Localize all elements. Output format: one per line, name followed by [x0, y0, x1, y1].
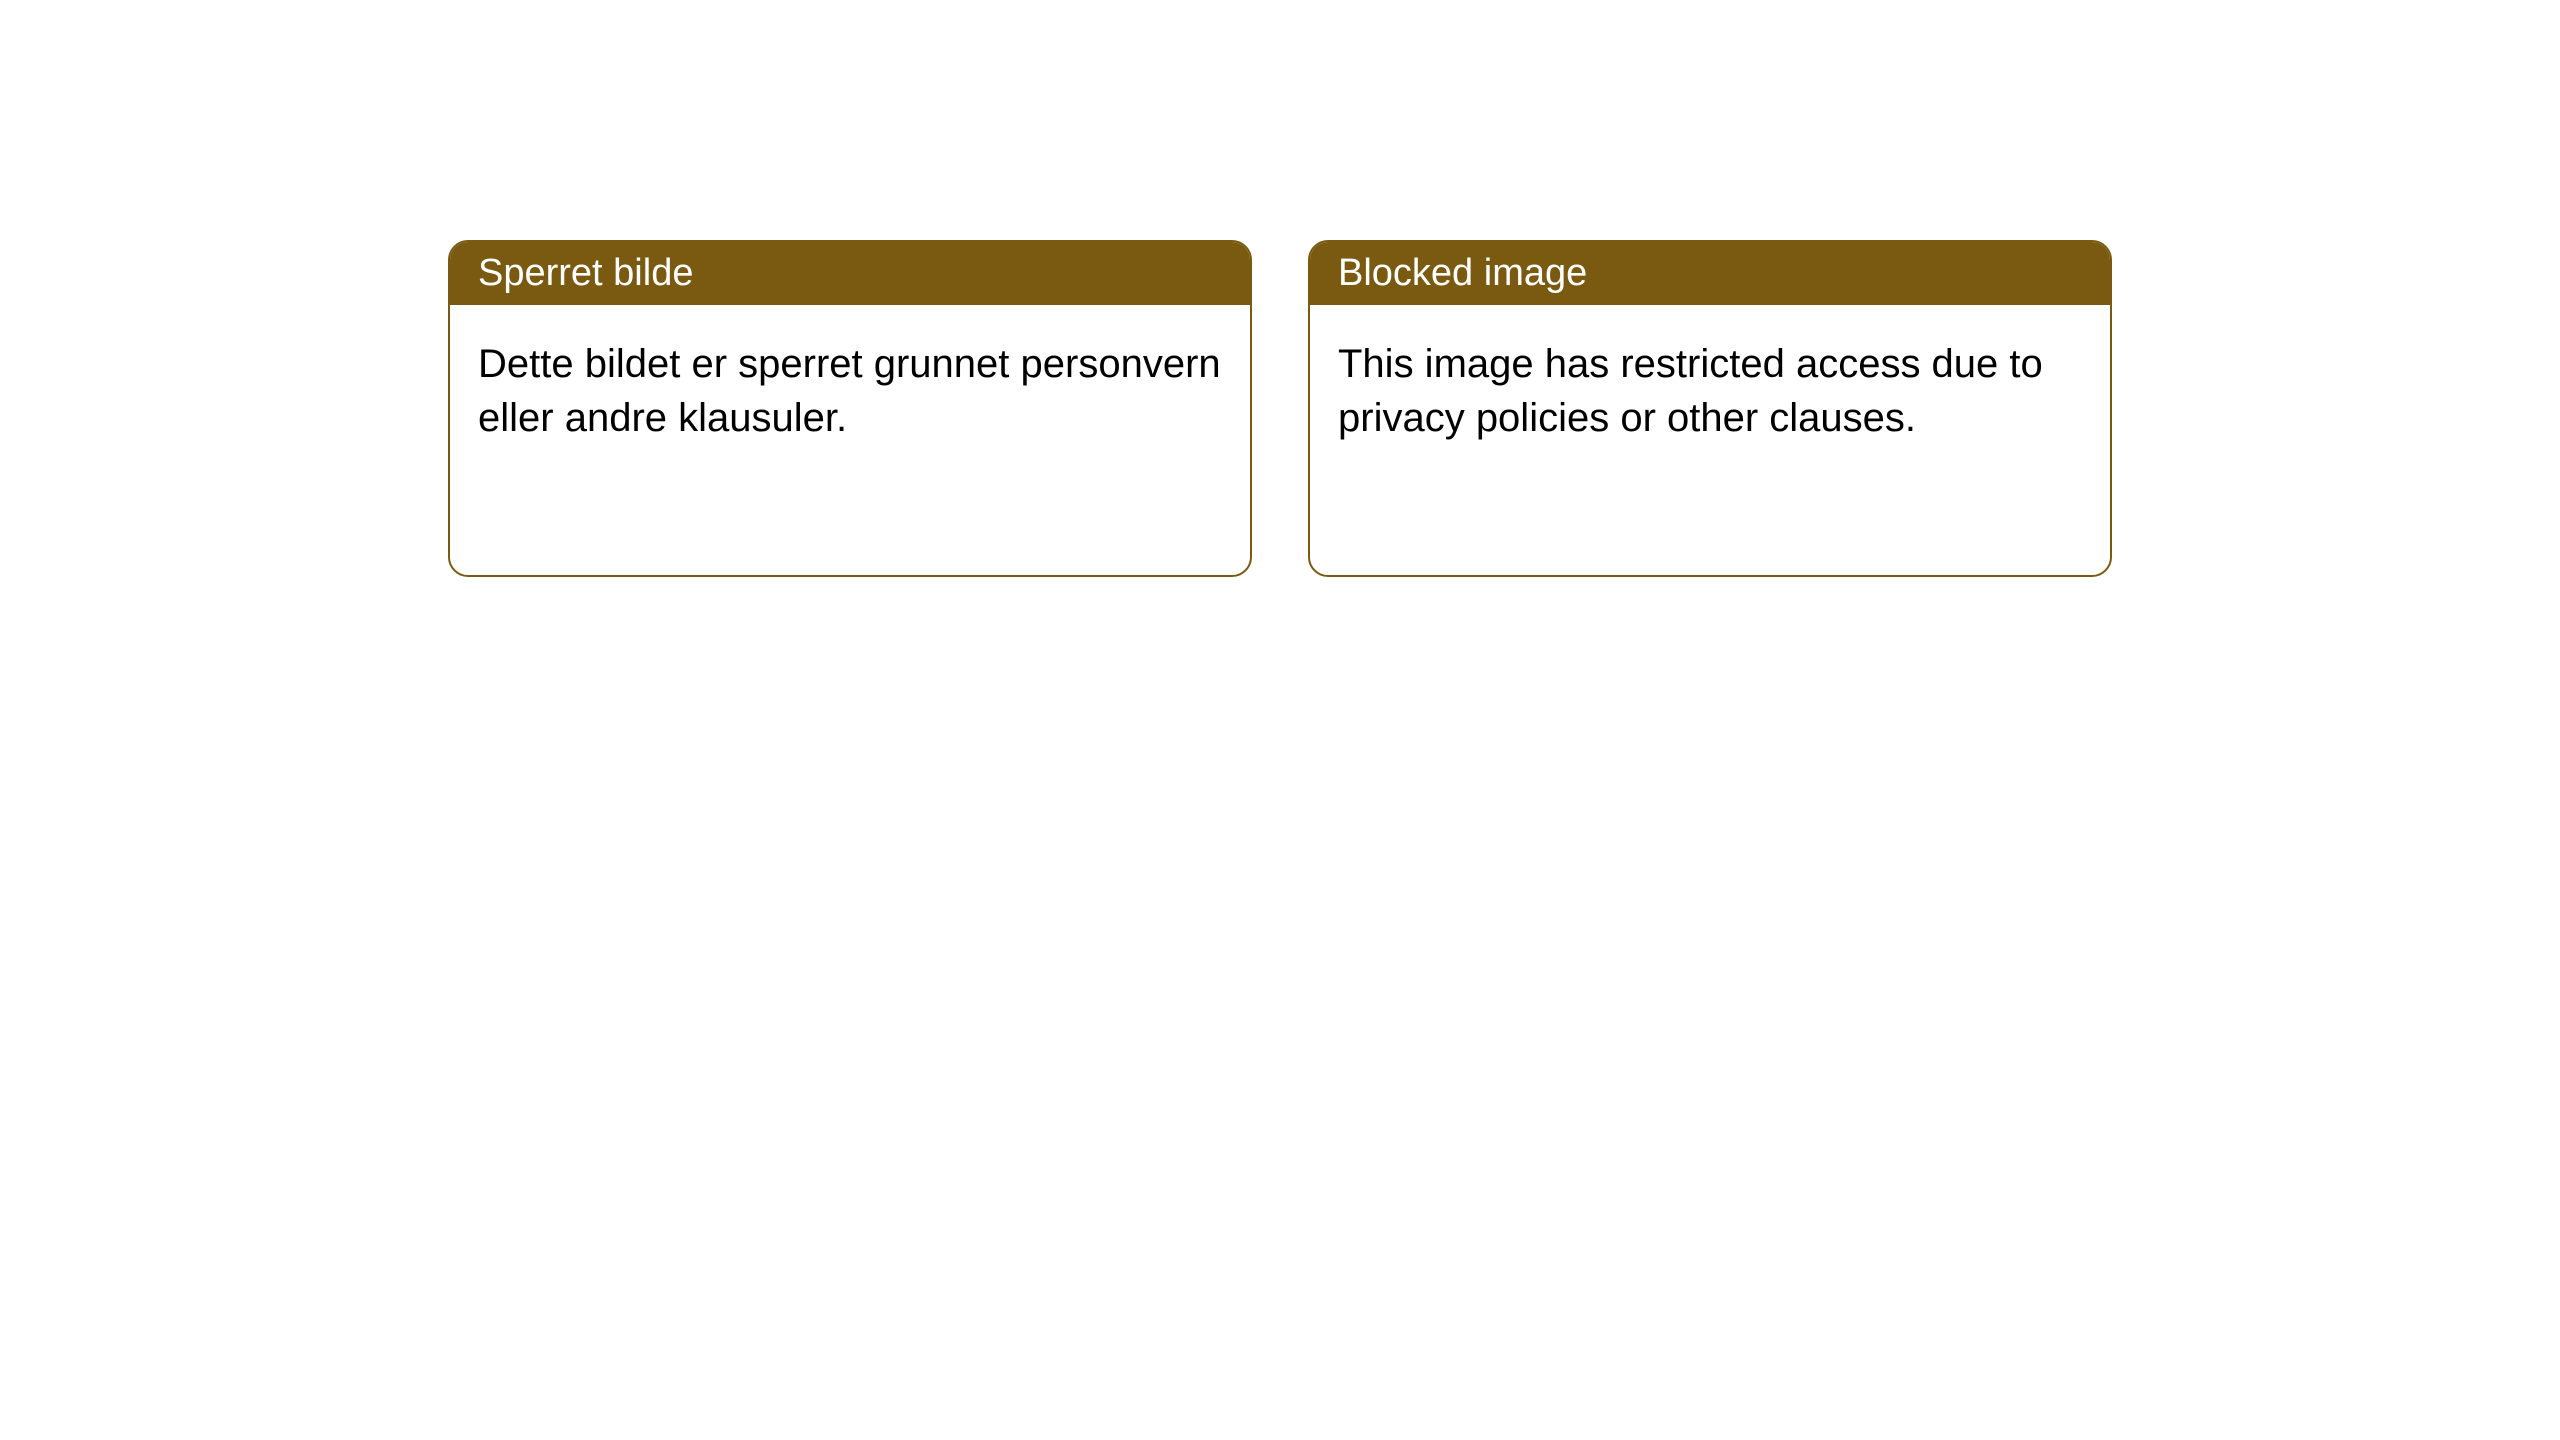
card-body: Dette bildet er sperret grunnet personve…: [450, 305, 1250, 575]
card-title: Blocked image: [1338, 252, 1587, 294]
card-header: Sperret bilde: [450, 242, 1250, 305]
card-text: Dette bildet er sperret grunnet personve…: [478, 337, 1222, 445]
card-title: Sperret bilde: [478, 252, 693, 294]
notice-container: Sperret bilde Dette bildet er sperret gr…: [0, 0, 2560, 577]
card-body: This image has restricted access due to …: [1310, 305, 2110, 575]
card-text: This image has restricted access due to …: [1338, 337, 2082, 445]
notice-card-norwegian: Sperret bilde Dette bildet er sperret gr…: [448, 240, 1252, 577]
card-header: Blocked image: [1310, 242, 2110, 305]
notice-card-english: Blocked image This image has restricted …: [1308, 240, 2112, 577]
